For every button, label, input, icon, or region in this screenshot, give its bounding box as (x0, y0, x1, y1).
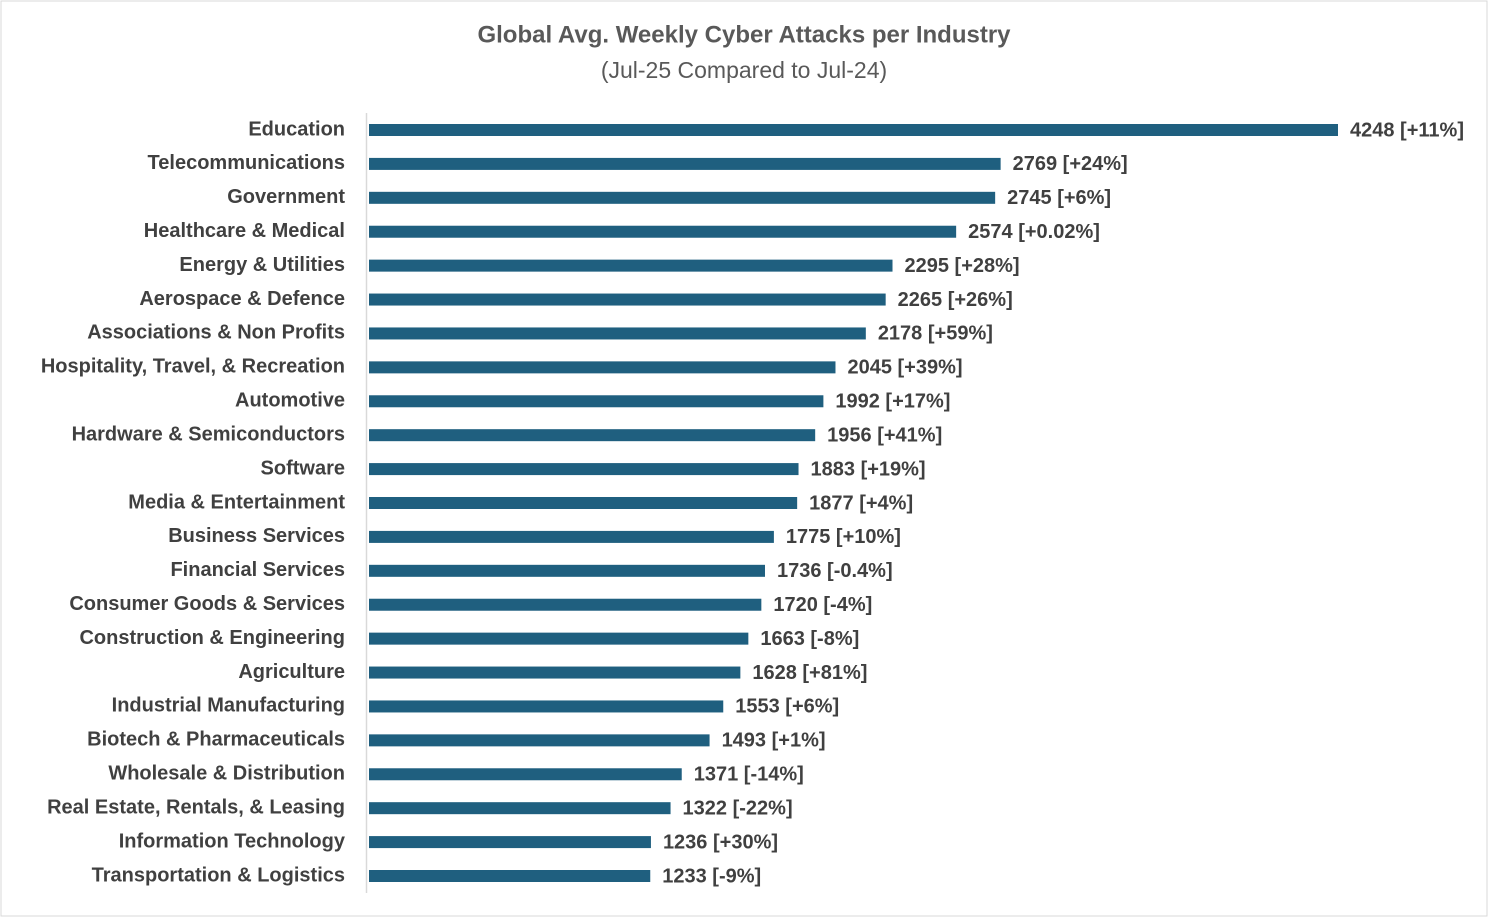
category-label: Telecommunications (148, 152, 345, 174)
category-label: Construction & Engineering (79, 627, 345, 649)
category-label: Consumer Goods & Services (69, 593, 345, 615)
value-label: 1736 [-0.4%] (777, 560, 893, 582)
bar (369, 497, 798, 509)
bar (369, 124, 1338, 136)
value-label: 2265 [+26%] (898, 289, 1013, 311)
category-label: Transportation & Logistics (92, 864, 345, 886)
bar (369, 395, 824, 408)
bar (369, 802, 671, 815)
category-label: Software (261, 457, 345, 479)
bar (369, 463, 799, 476)
category-label: Education (248, 118, 345, 140)
bar (369, 768, 682, 781)
value-label: 2769 [+24%] (1013, 153, 1128, 175)
category-label: Agriculture (238, 661, 345, 683)
category-label: Hospitality, Travel, & Recreation (41, 356, 345, 378)
category-label: Biotech & Pharmaceuticals (87, 729, 345, 751)
value-label: 2045 [+39%] (847, 357, 962, 379)
category-label: Media & Entertainment (128, 491, 345, 513)
chart-title: Global Avg. Weekly Cyber Attacks per Ind… (477, 21, 1011, 48)
value-label: 2178 [+59%] (878, 323, 993, 345)
bar (369, 530, 774, 543)
value-label: 1720 [-4%] (773, 594, 872, 616)
category-label: Financial Services (170, 559, 345, 581)
bar (369, 666, 741, 679)
value-label: 1663 [-8%] (760, 628, 859, 650)
category-label: Automotive (235, 390, 345, 412)
value-label: 1956 [+41%] (827, 424, 942, 446)
bar (369, 293, 886, 306)
category-label: Aerospace & Defence (139, 288, 345, 310)
bar (369, 361, 836, 374)
bar (369, 870, 651, 882)
value-label: 1233 [-9%] (662, 865, 761, 887)
value-label: 1371 [-14%] (694, 764, 804, 786)
value-label: 1877 [+4%] (809, 492, 913, 514)
value-label: 1236 [+30%] (663, 831, 778, 853)
bar (369, 225, 957, 238)
value-label: 2295 [+28%] (905, 255, 1020, 277)
value-label: 1992 [+17%] (835, 391, 950, 413)
category-label: Government (227, 186, 345, 208)
value-label: 4248 [+11%] (1350, 119, 1464, 141)
category-label: Real Estate, Rentals, & Leasing (47, 796, 345, 818)
category-label: Associations & Non Profits (87, 322, 345, 344)
chart-subtitle: (Jul-25 Compared to Jul-24) (601, 57, 887, 83)
category-label: Information Technology (119, 830, 346, 852)
bar (369, 598, 762, 611)
bar (369, 836, 651, 849)
bar (369, 157, 1001, 170)
category-label: Business Services (168, 525, 345, 547)
value-label: 1775 [+10%] (786, 526, 901, 548)
bar (369, 734, 710, 747)
bar (369, 564, 765, 577)
bar (369, 259, 893, 272)
category-label: Industrial Manufacturing (112, 695, 345, 717)
category-label: Wholesale & Distribution (108, 763, 345, 785)
bar (369, 191, 996, 204)
bar (369, 429, 816, 442)
value-label: 1322 [-22%] (683, 797, 793, 819)
category-label: Hardware & Semiconductors (72, 423, 345, 445)
bar (369, 327, 866, 340)
value-label: 1553 [+6%] (735, 696, 839, 718)
bar (369, 700, 724, 713)
value-label: 1493 [+1%] (722, 730, 826, 752)
value-label: 2574 [+0.02%] (968, 221, 1100, 243)
value-label: 2745 [+6%] (1007, 187, 1111, 209)
category-label: Energy & Utilities (179, 254, 345, 276)
category-label: Healthcare & Medical (144, 220, 345, 242)
value-label: 1883 [+19%] (811, 458, 926, 480)
bar (369, 632, 749, 645)
value-label: 1628 [+81%] (752, 662, 867, 684)
